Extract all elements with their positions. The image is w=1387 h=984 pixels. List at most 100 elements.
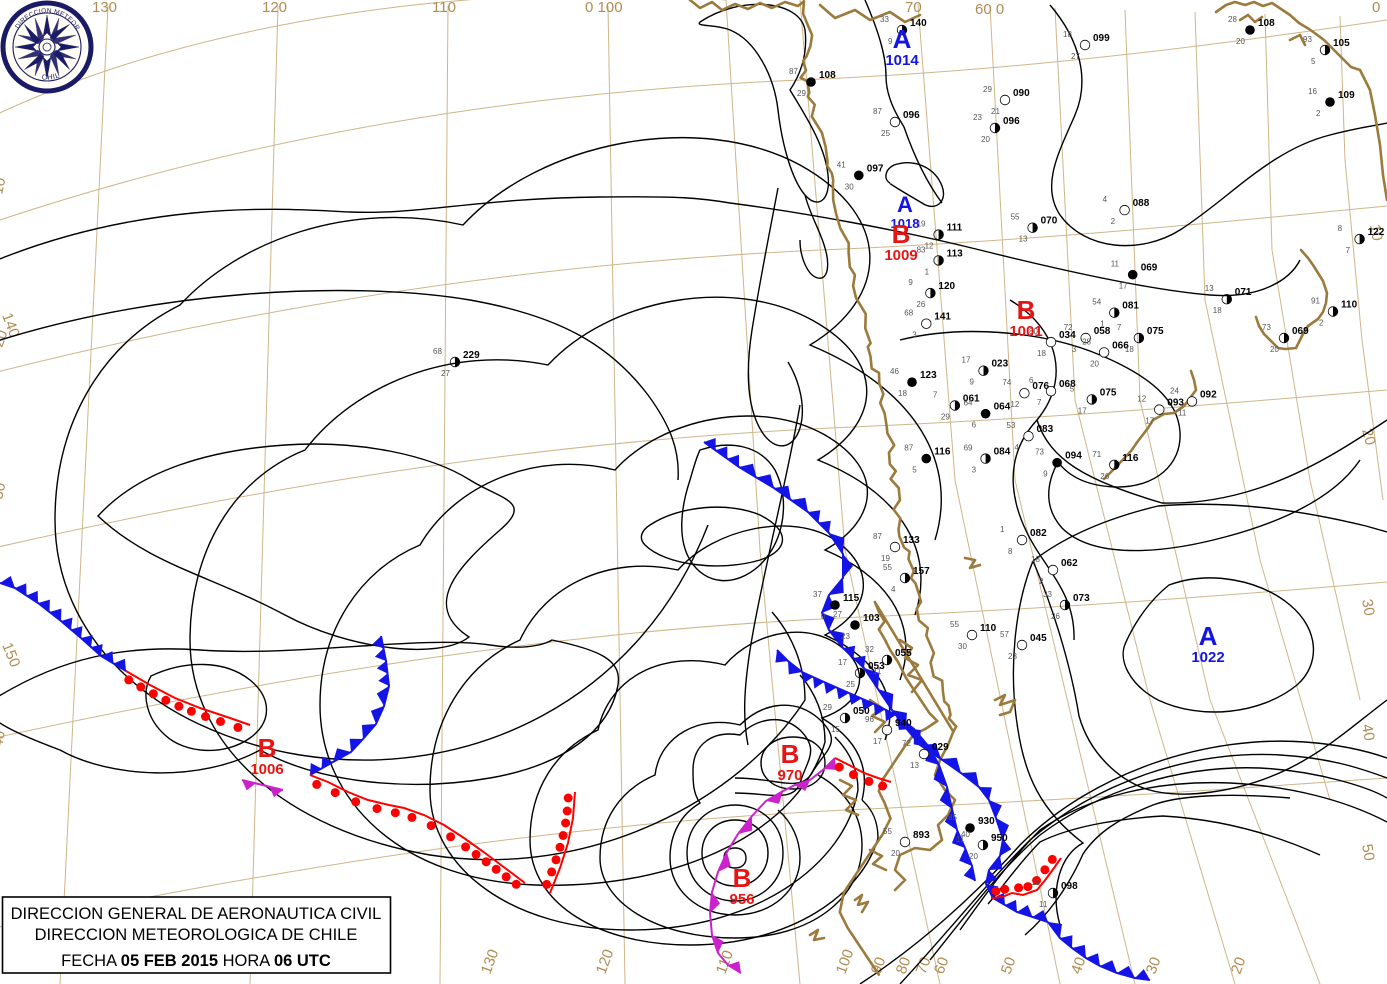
svg-text:120: 120 bbox=[262, 0, 287, 16]
svg-text:18: 18 bbox=[1213, 306, 1222, 315]
svg-text:83: 83 bbox=[917, 245, 926, 254]
svg-text:109: 109 bbox=[1338, 90, 1355, 101]
svg-text:093: 093 bbox=[1167, 398, 1184, 409]
svg-text:12: 12 bbox=[1137, 395, 1146, 404]
svg-text:045: 045 bbox=[1030, 633, 1047, 644]
svg-text:116: 116 bbox=[1122, 453, 1139, 464]
svg-text:5: 5 bbox=[912, 466, 917, 475]
svg-text:20: 20 bbox=[1236, 37, 1245, 46]
svg-text:17: 17 bbox=[1119, 282, 1128, 291]
svg-text:29: 29 bbox=[941, 413, 950, 422]
svg-text:50: 50 bbox=[1358, 843, 1378, 862]
svg-text:229: 229 bbox=[463, 350, 480, 361]
svg-text:40: 40 bbox=[1358, 723, 1378, 742]
svg-text:096: 096 bbox=[903, 110, 920, 121]
svg-text:110: 110 bbox=[432, 0, 456, 16]
svg-text:097: 097 bbox=[867, 163, 884, 174]
svg-text:133: 133 bbox=[903, 535, 920, 546]
svg-text:29: 29 bbox=[797, 89, 806, 98]
svg-text:33: 33 bbox=[1043, 590, 1052, 599]
svg-text:0: 0 bbox=[821, 612, 826, 621]
svg-text:083: 083 bbox=[1037, 424, 1054, 435]
svg-text:092: 092 bbox=[1200, 389, 1217, 400]
svg-text:16: 16 bbox=[1308, 87, 1317, 96]
svg-text:110: 110 bbox=[1341, 300, 1358, 311]
svg-text:17: 17 bbox=[962, 356, 971, 365]
svg-text:130: 130 bbox=[92, 0, 117, 16]
svg-text:23: 23 bbox=[973, 113, 982, 122]
svg-text:11: 11 bbox=[1111, 260, 1120, 269]
svg-text:157: 157 bbox=[913, 566, 930, 577]
svg-text:075: 075 bbox=[1100, 387, 1117, 398]
svg-text:68: 68 bbox=[433, 347, 442, 356]
svg-text:108: 108 bbox=[819, 70, 836, 81]
svg-text:73: 73 bbox=[1262, 323, 1271, 332]
svg-text:18: 18 bbox=[1037, 349, 1046, 358]
svg-text:20: 20 bbox=[969, 852, 978, 861]
svg-text:29: 29 bbox=[983, 85, 992, 94]
svg-text:069: 069 bbox=[1141, 263, 1158, 274]
svg-text:2: 2 bbox=[1319, 319, 1324, 328]
svg-text:6: 6 bbox=[972, 421, 977, 430]
svg-text:DIRECCION METEOROLOGICA DE CHI: DIRECCION METEOROLOGICA DE CHILE bbox=[35, 926, 358, 944]
svg-text:2: 2 bbox=[1039, 577, 1044, 586]
svg-text:55: 55 bbox=[950, 620, 959, 629]
svg-text:46: 46 bbox=[890, 367, 899, 376]
svg-text:17: 17 bbox=[1078, 406, 1087, 415]
svg-text:099: 099 bbox=[1093, 33, 1110, 44]
svg-text:37: 37 bbox=[813, 590, 822, 599]
svg-text:103: 103 bbox=[863, 613, 880, 624]
svg-text:55: 55 bbox=[1011, 213, 1020, 222]
svg-text:87: 87 bbox=[873, 532, 882, 541]
svg-text:B: B bbox=[258, 733, 277, 763]
svg-text:13: 13 bbox=[1205, 284, 1214, 293]
svg-text:B: B bbox=[1017, 295, 1036, 325]
svg-text:11: 11 bbox=[873, 667, 882, 676]
svg-text:71: 71 bbox=[1092, 450, 1101, 459]
svg-text:B: B bbox=[892, 219, 911, 249]
svg-text:72: 72 bbox=[902, 739, 911, 748]
svg-text:24: 24 bbox=[1170, 386, 1179, 395]
svg-text:058: 058 bbox=[1094, 326, 1111, 337]
svg-text:071: 071 bbox=[1235, 287, 1252, 298]
svg-text:30: 30 bbox=[845, 182, 854, 191]
svg-text:29: 29 bbox=[823, 703, 832, 712]
svg-text:5: 5 bbox=[1311, 57, 1316, 66]
svg-text:1009: 1009 bbox=[884, 247, 917, 264]
svg-text:25: 25 bbox=[881, 129, 890, 138]
svg-text:1: 1 bbox=[925, 267, 930, 276]
svg-text:26: 26 bbox=[1100, 472, 1109, 481]
svg-text:082: 082 bbox=[1030, 528, 1047, 539]
svg-text:28: 28 bbox=[1228, 15, 1237, 24]
svg-text:7: 7 bbox=[1346, 246, 1351, 255]
svg-text:B: B bbox=[733, 863, 752, 893]
svg-text:081: 081 bbox=[1122, 301, 1139, 312]
svg-text:4: 4 bbox=[1103, 195, 1108, 204]
svg-text:0: 0 bbox=[1372, 0, 1380, 16]
svg-text:28: 28 bbox=[1082, 337, 1091, 346]
svg-text:20: 20 bbox=[1090, 359, 1099, 368]
svg-text:1006: 1006 bbox=[250, 761, 283, 778]
svg-text:2: 2 bbox=[1111, 217, 1116, 226]
svg-text:17: 17 bbox=[1145, 417, 1154, 426]
svg-text:1022: 1022 bbox=[1191, 649, 1224, 666]
svg-text:9: 9 bbox=[908, 278, 913, 287]
svg-text:A: A bbox=[1199, 621, 1218, 651]
svg-text:956: 956 bbox=[729, 891, 754, 908]
svg-text:91: 91 bbox=[1311, 297, 1320, 306]
svg-text:070: 070 bbox=[1041, 216, 1058, 227]
svg-text:062: 062 bbox=[1061, 558, 1078, 569]
svg-text:088: 088 bbox=[1133, 198, 1150, 209]
svg-text:B: B bbox=[781, 739, 800, 769]
svg-text:4: 4 bbox=[1015, 443, 1020, 452]
svg-text:950: 950 bbox=[991, 833, 1008, 844]
svg-text:55: 55 bbox=[883, 827, 892, 836]
svg-text:20: 20 bbox=[981, 135, 990, 144]
svg-text:970: 970 bbox=[777, 767, 802, 784]
svg-text:1: 1 bbox=[1000, 525, 1005, 534]
svg-text:74: 74 bbox=[1002, 378, 1011, 387]
svg-text:18: 18 bbox=[1125, 345, 1134, 354]
svg-text:27: 27 bbox=[1071, 52, 1080, 61]
svg-text:A: A bbox=[893, 24, 912, 54]
svg-text:26: 26 bbox=[916, 300, 925, 309]
